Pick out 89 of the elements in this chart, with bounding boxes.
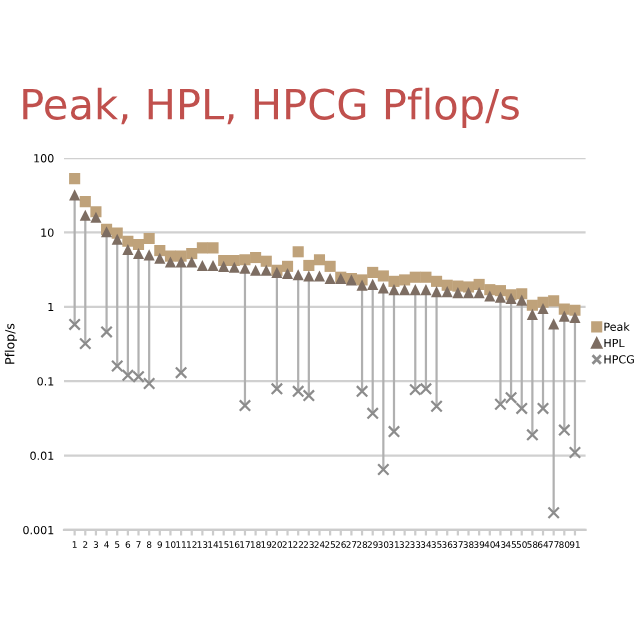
point [366, 406, 380, 420]
point [356, 279, 368, 291]
point [537, 296, 549, 308]
point [270, 382, 284, 396]
point [132, 248, 145, 260]
point [515, 402, 529, 415]
point [377, 270, 389, 282]
point [218, 260, 230, 272]
point [250, 251, 262, 264]
point [568, 446, 582, 459]
point [484, 290, 496, 302]
point [452, 287, 464, 299]
point [238, 399, 252, 412]
point [324, 272, 336, 285]
point [164, 256, 176, 268]
point [260, 255, 272, 267]
point [377, 463, 390, 476]
point [228, 261, 240, 273]
point [494, 397, 507, 411]
point [143, 232, 155, 245]
point [430, 399, 443, 413]
point [142, 377, 156, 390]
point [100, 325, 113, 339]
point [207, 242, 219, 254]
point [132, 238, 145, 250]
point [388, 275, 400, 287]
point [122, 235, 134, 247]
point [90, 211, 102, 223]
point [324, 260, 336, 272]
point [175, 256, 187, 268]
point [281, 268, 294, 280]
point [462, 287, 475, 299]
point [355, 385, 369, 398]
point [111, 233, 123, 245]
point [250, 264, 262, 276]
point [558, 310, 570, 322]
point [388, 284, 400, 296]
point [154, 252, 166, 264]
point [79, 209, 91, 221]
point [196, 259, 208, 271]
point [558, 423, 571, 437]
point [399, 284, 411, 296]
point [239, 254, 251, 266]
point [516, 294, 528, 306]
point [68, 318, 81, 331]
point [441, 286, 453, 298]
point [473, 287, 485, 299]
point [516, 288, 528, 300]
point [399, 274, 411, 286]
point [313, 254, 326, 266]
point [69, 173, 81, 185]
point [387, 425, 401, 438]
point [537, 302, 549, 315]
point [526, 428, 539, 442]
point [207, 259, 219, 271]
point [122, 243, 134, 256]
point [526, 299, 538, 311]
point [494, 285, 506, 297]
point [367, 266, 379, 278]
point [281, 260, 294, 272]
point [484, 284, 496, 296]
point [303, 270, 315, 282]
point [420, 284, 432, 296]
point [548, 295, 560, 307]
point [431, 275, 443, 287]
point [186, 256, 198, 268]
point [420, 271, 432, 283]
point [154, 245, 166, 257]
point [504, 391, 518, 404]
point [78, 337, 92, 350]
point [260, 264, 272, 276]
point [569, 304, 581, 316]
point [431, 286, 443, 298]
point [110, 359, 124, 373]
point [313, 270, 326, 282]
point [79, 196, 91, 208]
point [526, 308, 538, 320]
point [547, 506, 560, 520]
point [569, 311, 581, 323]
point [292, 246, 304, 258]
point [536, 402, 550, 415]
point [239, 262, 251, 274]
point [473, 278, 485, 290]
chart-title: Peak, HPL, HPCG Pflop/s [23, 87, 519, 128]
point [186, 248, 198, 260]
point [367, 278, 379, 290]
point [494, 291, 506, 303]
point [174, 366, 188, 380]
point [303, 259, 315, 271]
